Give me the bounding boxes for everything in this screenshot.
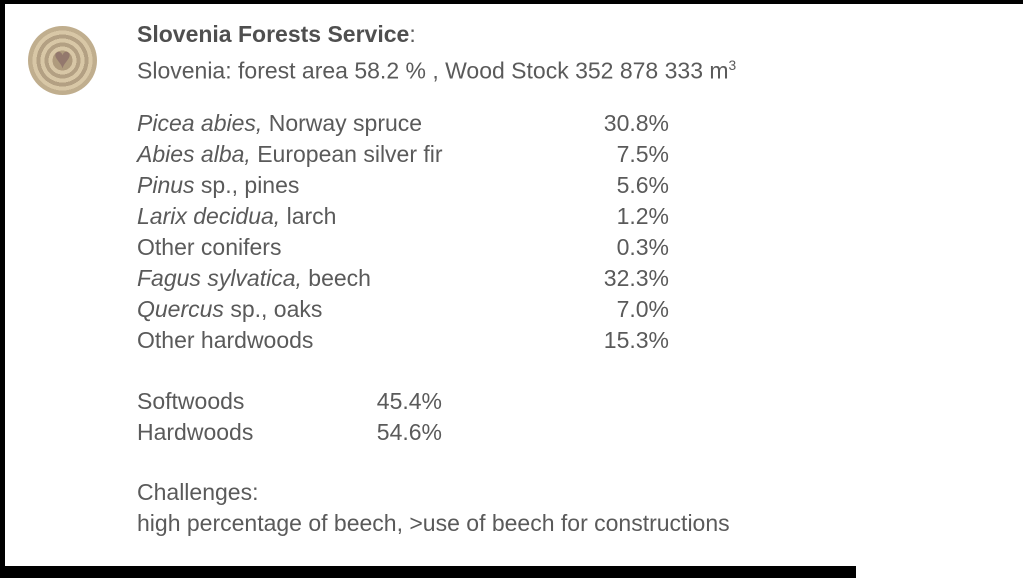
summary-percentage: 54.6% bbox=[376, 419, 442, 445]
challenges-section: Challenges: high percentage of beech, >u… bbox=[137, 477, 730, 539]
summary-row: Hardwoods 54.6% bbox=[137, 417, 442, 448]
species-latin-name: Abies alba, bbox=[137, 141, 251, 167]
species-percentage: 15.3% bbox=[603, 327, 669, 353]
species-common-name: larch bbox=[280, 203, 337, 229]
page-title: Slovenia Forests Service: bbox=[137, 19, 736, 50]
summary-percentage: 45.4% bbox=[376, 388, 442, 414]
species-percentage: 0.3% bbox=[616, 234, 669, 260]
species-row: Abies alba, European silver fir 7.5% bbox=[137, 139, 669, 170]
species-row: Other conifers 0.3% bbox=[137, 232, 669, 263]
species-percentage: 5.6% bbox=[616, 172, 669, 198]
heart-icon: ♥ bbox=[53, 42, 72, 75]
species-common-name: sp., pines bbox=[194, 172, 300, 198]
species-common-name: beech bbox=[301, 265, 371, 291]
species-common-name: Norway spruce bbox=[262, 110, 423, 136]
species-latin-name: Picea abies, bbox=[137, 110, 263, 136]
species-percentage: 7.5% bbox=[616, 141, 669, 167]
species-name: Picea abies, Norway spruce bbox=[137, 108, 569, 139]
tree-rings-logo-icon: ♥ bbox=[28, 26, 97, 95]
species-row: Larix decidua, larch 1.2% bbox=[137, 201, 669, 232]
species-latin-name: Pinus bbox=[137, 172, 195, 198]
challenges-text: high percentage of beech, >use of beech … bbox=[137, 510, 730, 536]
page-title-colon: : bbox=[409, 21, 416, 47]
subtitle-text: Slovenia: forest area 58.2 % , Wood Stoc… bbox=[137, 57, 729, 84]
species-row: Pinus sp., pines 5.6% bbox=[137, 170, 669, 201]
summary-table: Softwoods 45.4% Hardwoods 54.6% bbox=[137, 386, 442, 448]
species-name: Fagus sylvatica, beech bbox=[137, 263, 569, 294]
summary-label: Softwoods bbox=[137, 388, 245, 414]
page-title-text: Slovenia Forests Service bbox=[137, 21, 410, 47]
subtitle: Slovenia: forest area 58.2 % , Wood Stoc… bbox=[137, 50, 736, 87]
summary-label: Hardwoods bbox=[137, 419, 254, 445]
species-name: Quercus sp., oaks bbox=[137, 294, 569, 325]
species-name: Abies alba, European silver fir bbox=[137, 139, 569, 170]
species-row: Fagus sylvatica, beech 32.3% bbox=[137, 263, 669, 294]
species-latin-name: Fagus sylvatica, bbox=[137, 265, 302, 291]
slide-card bbox=[5, 4, 1023, 578]
species-name: Other conifers bbox=[137, 232, 569, 263]
species-table: Picea abies, Norway spruce 30.8% Abies a… bbox=[137, 108, 669, 356]
frame-left-edge bbox=[0, 0, 5, 578]
species-latin-name: Quercus bbox=[137, 296, 224, 322]
challenges-heading: Challenges: bbox=[137, 479, 259, 505]
species-row: Other hardwoods 15.3% bbox=[137, 325, 669, 356]
species-common-name: Other hardwoods bbox=[137, 327, 314, 353]
frame-top-edge bbox=[0, 0, 1023, 4]
header: Slovenia Forests Service: Slovenia: fore… bbox=[137, 19, 736, 87]
species-name: Larix decidua, larch bbox=[137, 201, 569, 232]
species-percentage: 30.8% bbox=[603, 110, 669, 136]
summary-row: Softwoods 45.4% bbox=[137, 386, 442, 417]
subtitle-superscript: 3 bbox=[728, 58, 737, 73]
species-row: Quercus sp., oaks 7.0% bbox=[137, 294, 669, 325]
frame-bottom-edge bbox=[0, 566, 856, 578]
species-percentage: 1.2% bbox=[616, 203, 669, 229]
species-name: Pinus sp., pines bbox=[137, 170, 569, 201]
species-name: Other hardwoods bbox=[137, 325, 569, 356]
species-common-name: European silver fir bbox=[250, 141, 443, 167]
species-latin-name: Larix decidua, bbox=[137, 203, 281, 229]
species-row: Picea abies, Norway spruce 30.8% bbox=[137, 108, 669, 139]
species-percentage: 32.3% bbox=[603, 265, 669, 291]
species-common-name: sp., oaks bbox=[223, 296, 323, 322]
species-percentage: 7.0% bbox=[616, 296, 669, 322]
species-common-name: Other conifers bbox=[137, 234, 282, 260]
